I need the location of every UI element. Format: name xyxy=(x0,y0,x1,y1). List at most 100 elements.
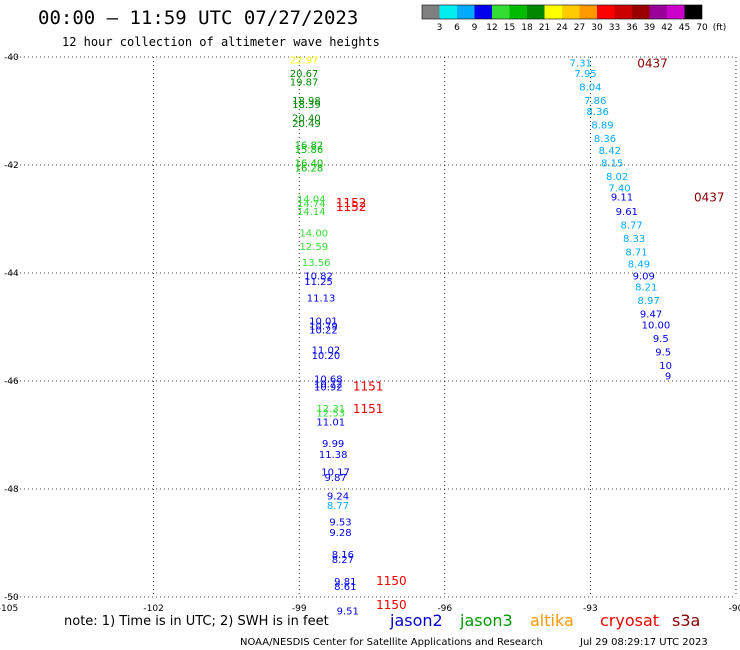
wave-height-point: 16.40 xyxy=(295,158,324,169)
wave-height-point: 7.40 xyxy=(608,184,630,195)
wave-height-point: 9.09 xyxy=(633,272,655,283)
color-scale-swatch xyxy=(544,5,562,19)
wave-height-point: 10 xyxy=(659,361,672,372)
wave-height-point: 8.27 xyxy=(332,555,354,566)
wave-height-point: 11.02 xyxy=(312,346,341,357)
color-scale-swatch xyxy=(597,5,615,19)
color-scale-swatch xyxy=(509,5,527,19)
wave-height-point: 20.67 xyxy=(290,69,319,80)
color-scale-swatch xyxy=(527,5,545,19)
wave-height-point: 10.22 xyxy=(309,326,338,337)
wave-height-point: 11.25 xyxy=(304,277,333,288)
x-tick-label: -90 xyxy=(729,604,740,614)
wave-height-point: 9.24 xyxy=(327,491,349,502)
x-tick-label: -93 xyxy=(583,604,598,614)
wave-height-point: 9.11 xyxy=(611,192,633,203)
wave-height-point: 12.31 xyxy=(316,404,345,415)
wave-height-point: 20.40 xyxy=(292,113,321,124)
wave-height-point: 9.47 xyxy=(640,310,662,321)
color-scale-swatch xyxy=(667,5,685,19)
y-tick-label: -40 xyxy=(4,53,19,63)
wave-height-point: 14.14 xyxy=(297,207,326,218)
pass-time-label: 1150 xyxy=(376,598,407,612)
color-scale-label: 45 xyxy=(679,23,690,33)
color-scale-label: 70 xyxy=(696,23,708,33)
wave-height-point: 7.95 xyxy=(574,69,596,80)
wave-height-point: 16.82 xyxy=(295,140,324,151)
x-tick-label: -105 xyxy=(0,604,18,614)
color-scale-frame xyxy=(421,4,703,20)
wave-height-point: 7.31 xyxy=(570,58,592,69)
y-axis-ticks: -40 -42 -44 -46 -48 -50 xyxy=(4,53,19,603)
color-scale-label: 33 xyxy=(609,23,620,33)
wave-height-point: 13.56 xyxy=(302,258,331,269)
wave-height-point: 10.00 xyxy=(642,320,671,331)
wave-height-point: 10.01 xyxy=(309,317,338,328)
wave-height-point: 10.17 xyxy=(321,468,350,479)
footer-timestamp: Jul 29 08:29:17 UTC 2023 xyxy=(579,637,708,648)
wave-height-point: 9.28 xyxy=(329,528,351,539)
wave-height-point: 8.61 xyxy=(334,582,356,593)
wave-height-point: 12.59 xyxy=(299,242,328,253)
wave-height-point: 9.61 xyxy=(616,207,638,218)
pass-time-label: 0437 xyxy=(694,190,725,204)
color-scale-label: 6 xyxy=(454,23,460,33)
color-scale-label: 42 xyxy=(661,23,672,33)
pass-time-label: 1152 xyxy=(336,196,367,210)
color-scale-swatch xyxy=(439,5,457,19)
wave-height-point: 18.39 xyxy=(292,100,321,111)
wave-height-point: 16.28 xyxy=(295,164,324,175)
wave-height-point: 15.86 xyxy=(295,145,324,156)
color-scale-swatch xyxy=(562,5,580,19)
wave-height-point: 8.36 xyxy=(587,107,609,118)
color-scale-swatch xyxy=(649,5,667,19)
wave-height-point: 19.87 xyxy=(290,77,319,88)
chart-subtitle: 12 hour collection of altimeter wave hei… xyxy=(62,35,380,49)
wave-height-point: 9.53 xyxy=(329,517,351,528)
wave-height-point: 8.16 xyxy=(332,550,354,561)
pass-time-label: 1150 xyxy=(376,574,407,588)
wave-height-point: 11.38 xyxy=(319,450,348,461)
wave-height-point: 18.98 xyxy=(292,96,321,107)
color-scale-legend: 3 6 9 12 15 18 21 24 27 30 33 36 39 42 45 70 (ft) xyxy=(421,4,727,33)
color-scale-label: 30 xyxy=(591,23,603,33)
wave-height-point: 14.00 xyxy=(299,229,328,240)
pass-time-label: 1152 xyxy=(336,200,367,214)
color-scale-label: (ft) xyxy=(713,23,727,33)
chart-title: 00:00 – 11:59 UTC 07/27/2023 xyxy=(38,7,358,29)
wave-height-point: 8.97 xyxy=(638,296,660,307)
color-scale-swatch xyxy=(684,5,702,19)
x-tick-label: -96 xyxy=(437,604,452,614)
satellite-legend-s3a: s3a xyxy=(672,611,700,630)
satellite-legend-altika: altika xyxy=(530,611,574,630)
wave-height-point: 10.20 xyxy=(312,351,341,362)
wave-height-point: 11.01 xyxy=(316,418,345,429)
color-scale-label: 27 xyxy=(574,23,585,33)
wave-height-point: 8.02 xyxy=(606,172,628,183)
wave-height-point: 8.36 xyxy=(594,134,616,145)
wave-height-point: 8.42 xyxy=(599,146,621,157)
wave-height-point: 10.79 xyxy=(309,321,338,332)
color-scale-label: 36 xyxy=(626,23,638,33)
wave-height-point: 9.5 xyxy=(653,334,669,345)
wave-height-point: 14.74 xyxy=(297,199,326,210)
color-scale-label: 18 xyxy=(521,23,533,33)
wave-height-point: 9.5 xyxy=(655,347,671,358)
satellite-legend: jason2 jason3 altika cryosat s3a xyxy=(389,611,700,630)
color-scale-label: 12 xyxy=(486,23,497,33)
y-tick-label: -46 xyxy=(4,377,19,387)
color-scale-swatch xyxy=(579,5,597,19)
wave-height-point: 9.81 xyxy=(334,577,356,588)
y-tick-label: -50 xyxy=(4,593,19,603)
satellite-legend-jason2: jason2 xyxy=(389,611,443,630)
color-scale-label: 15 xyxy=(504,23,515,33)
pass-time-label: 0437 xyxy=(637,56,668,70)
plot-grid xyxy=(8,56,737,598)
wave-height-point: 9.87 xyxy=(324,473,346,484)
wave-height-point: 10.82 xyxy=(304,272,333,283)
x-tick-label: -99 xyxy=(292,604,307,614)
wave-height-point: 8.77 xyxy=(621,220,643,231)
wave-height-point: 8.15 xyxy=(601,158,623,169)
